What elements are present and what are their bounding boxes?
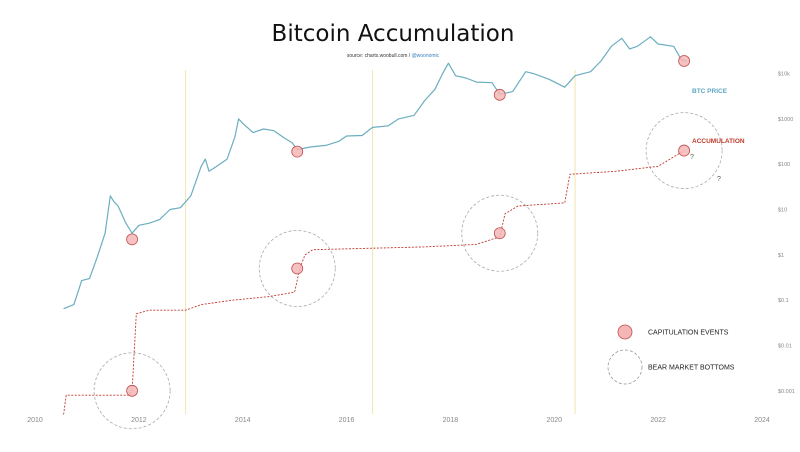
price-series-label: BTC PRICE: [692, 88, 728, 95]
y-tick-label: $0.01: [778, 343, 792, 349]
x-tick-label: 2012: [131, 417, 147, 424]
bear-market-bottom-circle: [258, 230, 336, 307]
vertical-guides: [185, 70, 576, 414]
capitulation-event-marker: [493, 88, 506, 101]
y-tick-label: $10: [778, 208, 787, 214]
capitulation-event-marker: [493, 227, 506, 240]
question-mark: ?: [690, 154, 694, 161]
capitulation-event-marker: [678, 144, 691, 157]
x-tick-label: 2010: [27, 417, 43, 424]
y-tick-label: $1: [778, 253, 784, 259]
x-tick-label: 2016: [339, 417, 355, 424]
y-tick-label: $1000: [778, 117, 793, 123]
bear-market-bottom-circle: [461, 194, 539, 272]
x-tick-label: 2014: [235, 417, 251, 424]
legend-capitulation-marker: [617, 324, 633, 340]
capitulation-event-marker: [291, 262, 304, 275]
series-lines: [63, 36, 687, 415]
chart-title: Bitcoin Accumulation: [272, 21, 515, 47]
capitulation-event-marker: [126, 233, 139, 246]
x-tick-label: 2024: [754, 417, 770, 424]
accumulation-series-label: ACCUMULATION: [692, 138, 745, 145]
question-mark: ?: [717, 176, 721, 183]
legend-bear-bottom-label: BEAR MARKET BOTTOMS: [648, 365, 735, 372]
accumulation-line: [63, 150, 685, 415]
chart-source: source: charts.woobull.com / @woonomic: [347, 53, 440, 59]
bear-market-bottom-circle: [93, 352, 171, 430]
x-tick-label: 2022: [650, 417, 666, 424]
legend: CAPITULATION EVENTS BEAR MARKET BOTTOMS: [607, 324, 735, 385]
btc-price-line: [63, 36, 687, 310]
x-axis-ticks: 2010 2012 2014 2016 2018 2020 2022 2024: [27, 417, 770, 424]
y-axis-ticks: $10k $1000 $100 $10 $1 $0.1 $0.01 $0.001: [778, 72, 795, 395]
legend-capitulation-label: CAPITULATION EVENTS: [648, 330, 729, 337]
source-prefix: source: charts.woobull.com /: [347, 53, 411, 59]
capitulation-event-marker: [678, 55, 691, 67]
capitulation-events: [126, 55, 691, 397]
y-tick-label: $0.001: [778, 389, 795, 395]
x-tick-label: 2018: [443, 417, 459, 424]
x-tick-label: 2020: [546, 417, 562, 424]
capitulation-event-marker: [126, 384, 139, 397]
capitulation-event-marker: [291, 145, 304, 158]
y-tick-label: $0.1: [778, 298, 789, 304]
legend-bear-bottom-marker: [607, 349, 643, 385]
bear-market-bottom-circle: [645, 112, 723, 189]
source-handle: @woonomic: [412, 53, 440, 59]
y-tick-label: $10k: [778, 72, 790, 78]
bear-market-bottoms: [93, 112, 723, 430]
y-tick-label: $100: [778, 162, 790, 168]
